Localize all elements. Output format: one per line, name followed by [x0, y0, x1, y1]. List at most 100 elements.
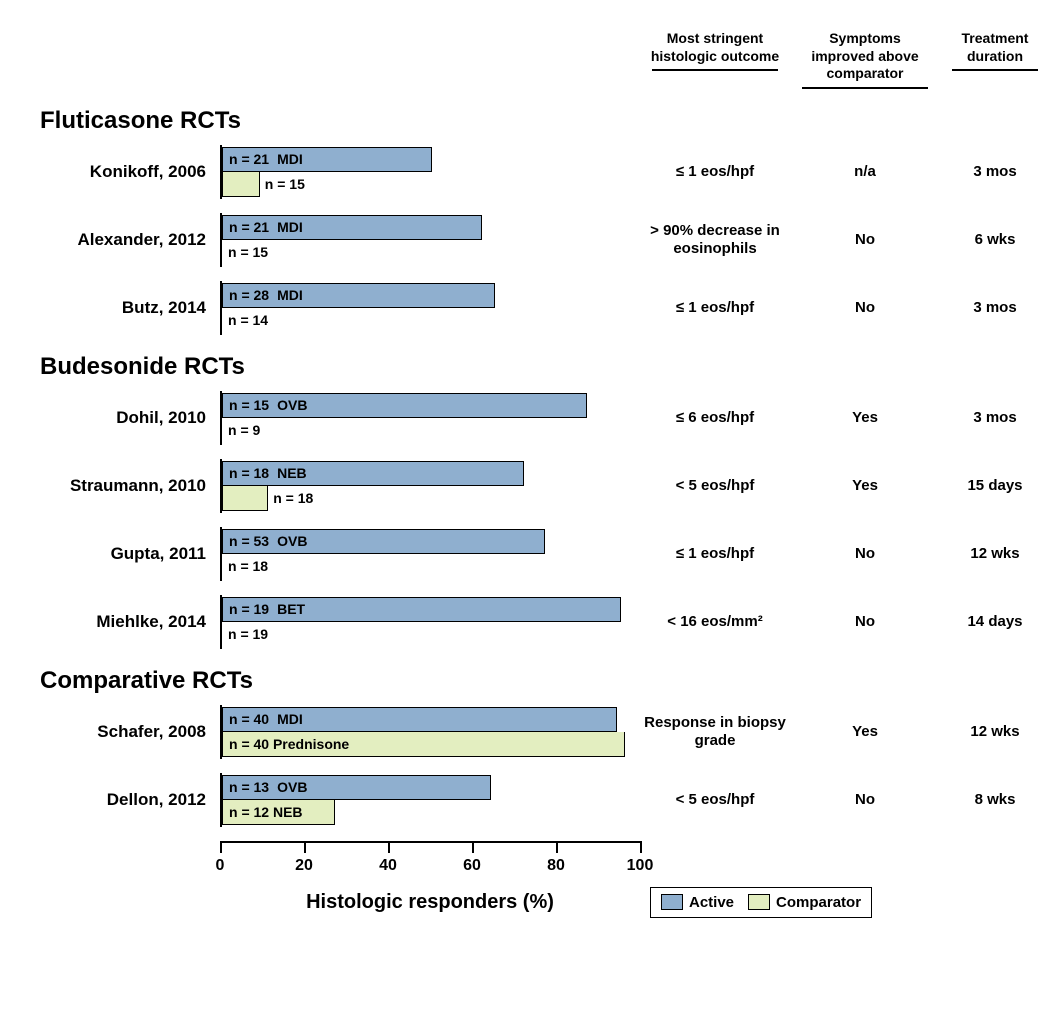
bar-area: n = 28 MDI n = 14 [220, 281, 640, 335]
meta-columns: ≤ 1 eos/hpfn/a3 mos [640, 163, 1050, 181]
symptoms-cell: No [790, 231, 940, 249]
legend-item: Active [661, 894, 734, 911]
x-tick-label: 60 [463, 857, 481, 875]
active-bar-extra: MDI [277, 151, 303, 167]
active-bar-extra: MDI [277, 287, 303, 303]
study-label: Alexander, 2012 [20, 230, 220, 250]
study-label: Straumann, 2010 [20, 476, 220, 496]
x-tick-label: 40 [379, 857, 397, 875]
duration-cell: 3 mos [940, 409, 1050, 427]
active-bar-n: n = 15 [223, 397, 269, 413]
duration-cell: 12 wks [940, 545, 1050, 563]
bar-area: n = 18NEBn = 18 [220, 459, 640, 513]
meta-columns: < 5 eos/hpfNo8 wks [640, 791, 1050, 809]
outcome-cell: ≤ 1 eos/hpf [640, 545, 790, 563]
bar-area: n = 21MDIn = 15 [220, 213, 640, 267]
comparator-n-label: n = 19 [222, 622, 640, 647]
active-bar-n: n = 18 [223, 465, 269, 481]
header-underline [952, 69, 1038, 71]
x-axis-line: 020406080100 [220, 841, 640, 853]
header-col-duration-text: Treatment duration [946, 30, 1044, 65]
chart-body: Fluticasone RCTsKonikoff, 2006n = 21MDIn… [20, 107, 1030, 827]
header-spacer [20, 30, 640, 89]
comparator-bar-n: n = 12 NEB [223, 804, 303, 820]
active-bar: n = 13 OVB [222, 775, 491, 800]
meta-columns: < 16 eos/mm²No14 days [640, 613, 1050, 631]
active-bar: n = 40MDI [222, 707, 617, 732]
x-tick [556, 841, 558, 853]
x-tick [304, 841, 306, 853]
active-bar-n: n = 21 [223, 151, 269, 167]
active-bar-extra: OVB [277, 533, 307, 549]
study-label: Konikoff, 2006 [20, 162, 220, 182]
study-label: Schafer, 2008 [20, 722, 220, 742]
study-row: Konikoff, 2006n = 21 MDI n = 15 ≤ 1 eos/hpf… [20, 145, 1030, 199]
study-row: Gupta, 2011n = 53OVBn = 18≤ 1 eos/hpfNo1… [20, 527, 1030, 581]
active-bar: n = 21MDI [222, 215, 482, 240]
section-title: Fluticasone RCTs [40, 107, 1030, 135]
duration-cell: 15 days [940, 477, 1050, 495]
comparator-bar: n = 12 NEB [222, 800, 335, 825]
header-underline [652, 69, 778, 71]
symptoms-cell: No [790, 613, 940, 631]
footer-row: Histologic responders (%) ActiveComparat… [220, 887, 1030, 918]
legend-item: Comparator [748, 894, 861, 911]
duration-cell: 8 wks [940, 791, 1050, 809]
symptoms-cell: Yes [790, 409, 940, 427]
meta-columns: ≤ 6 eos/hpfYes3 mos [640, 409, 1050, 427]
outcome-cell: < 5 eos/hpf [640, 791, 790, 809]
active-bar-n: n = 19 [223, 601, 269, 617]
comparator-n-label: n = 15 [222, 240, 640, 265]
legend-label: Comparator [776, 894, 861, 911]
meta-columns: Response in biopsy gradeYes12 wks [640, 714, 1050, 750]
comparator-n-label: n = 14 [222, 308, 640, 333]
bar-area: n = 13 OVB n = 12 NEB [220, 773, 640, 827]
study-label: Gupta, 2011 [20, 544, 220, 564]
comparator-bar: n = 15 [222, 172, 260, 197]
active-bar-extra: BET [277, 601, 305, 617]
comparator-bar-n: n = 15 [265, 176, 305, 192]
duration-cell: 12 wks [940, 723, 1050, 741]
legend: Active Comparator [650, 887, 872, 918]
legend-label: Active [689, 894, 734, 911]
meta-columns: > 90% decrease in eosinophilsNo6 wks [640, 222, 1050, 258]
comparator-n-label: n = 9 [222, 418, 640, 443]
outcome-cell: < 16 eos/mm² [640, 613, 790, 631]
outcome-cell: Response in biopsy grade [640, 714, 790, 750]
active-bar: n = 15OVB [222, 393, 587, 418]
x-tick-label: 0 [216, 857, 225, 875]
active-bar-n: n = 13 [223, 779, 269, 795]
active-bar: n = 21 MDI [222, 147, 432, 172]
study-row: Miehlke, 2014n = 19BETn = 19< 16 eos/mm²… [20, 595, 1030, 649]
table-header-row: Most stringent histologic outcome Sympto… [20, 30, 1030, 89]
comparator-bar: n = 18 [222, 486, 268, 511]
meta-columns: ≤ 1 eos/hpfNo12 wks [640, 545, 1050, 563]
x-tick [388, 841, 390, 853]
active-bar: n = 18NEB [222, 461, 524, 486]
x-tick-label: 100 [627, 857, 654, 875]
bar-area: n = 15OVBn = 9 [220, 391, 640, 445]
symptoms-cell: Yes [790, 477, 940, 495]
legend-swatch [661, 894, 683, 910]
duration-cell: 3 mos [940, 163, 1050, 181]
outcome-cell: > 90% decrease in eosinophils [640, 222, 790, 258]
study-row: Schafer, 2008n = 40MDIn = 40 Prednisone R… [20, 705, 1030, 759]
active-bar: n = 53OVB [222, 529, 545, 554]
symptoms-cell: Yes [790, 723, 940, 741]
duration-cell: 14 days [940, 613, 1050, 631]
symptoms-cell: n/a [790, 163, 940, 181]
bar-area: n = 19 BET n = 19 [220, 595, 640, 649]
comparator-bar: n = 40 Prednisone [222, 732, 625, 757]
symptoms-cell: No [790, 299, 940, 317]
active-bar-n: n = 40 [223, 711, 269, 727]
outcome-cell: ≤ 1 eos/hpf [640, 163, 790, 181]
study-label: Butz, 2014 [20, 298, 220, 318]
x-tick [640, 841, 642, 853]
active-bar-extra: OVB [277, 779, 307, 795]
study-label: Dellon, 2012 [20, 790, 220, 810]
section-title: Comparative RCTs [40, 667, 1030, 695]
outcome-cell: ≤ 6 eos/hpf [640, 409, 790, 427]
active-bar-n: n = 28 [223, 287, 269, 303]
x-tick-label: 80 [547, 857, 565, 875]
active-bar-extra: MDI [277, 219, 303, 235]
